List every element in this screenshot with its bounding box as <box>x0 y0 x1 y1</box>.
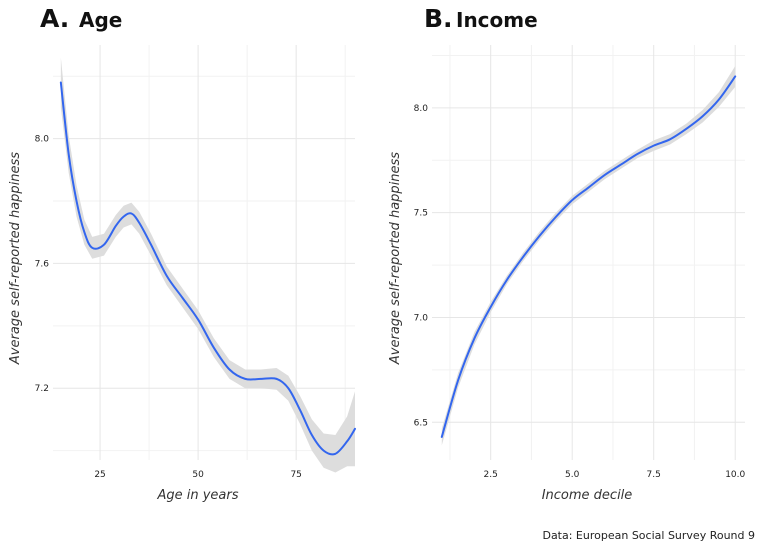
panel-a-x-axis-title: Age in years <box>156 488 238 503</box>
panel-b-tick-labels: 2.5 5.0 7.5 10.0 6.5 7.0 7.5 8.0 <box>414 104 746 480</box>
panel-a-y-tick-label: 8.0 <box>35 135 50 145</box>
panel-b-y-tick-label: 7.0 <box>414 313 429 323</box>
panel-a-smoothed-line <box>59 81 356 456</box>
panel-a-x-tick-label: 25 <box>94 470 105 480</box>
panel-a-x-tick-label: 50 <box>192 470 204 480</box>
panel-a-y-axis-title: Average self-reported happiness <box>8 152 23 365</box>
panel-b-y-tick-label: 6.5 <box>414 418 428 428</box>
data-source-caption: Data: European Social Survey Round 9 <box>542 529 755 542</box>
panel-b-income: B. Income 2.5 5.0 7.5 10.0 6.5 7.0 7.5 8.0 Inco… <box>388 4 746 503</box>
panel-a-y-tick-label: 7.2 <box>35 384 49 394</box>
panel-a-y-tick-label: 7.6 <box>35 259 50 269</box>
panel-a-x-tick-label: 75 <box>290 470 301 480</box>
panel-b-x-tick-label: 10.0 <box>725 470 745 480</box>
panel-b-x-axis-title: Income decile <box>542 488 633 503</box>
panel-b-grid <box>432 45 745 460</box>
panel-a-age: A. Age 25 50 75 7.2 7.6 8.0 Age in years Aver… <box>8 4 356 503</box>
panel-b-letter: B. <box>424 4 453 33</box>
panel-a-title: Age <box>79 8 122 32</box>
panel-b-y-tick-label: 8.0 <box>414 104 429 114</box>
panel-b-x-tick-label: 2.5 <box>484 470 498 480</box>
panel-b-title: Income <box>456 8 538 32</box>
panel-b-y-axis-title: Average self-reported happiness <box>388 152 403 365</box>
panel-a-tick-labels: 25 50 75 7.2 7.6 8.0 <box>35 135 302 480</box>
panel-b-x-tick-label: 7.5 <box>647 470 661 480</box>
panel-b-smoothed-line <box>440 75 737 438</box>
panel-b-y-tick-label: 7.5 <box>414 209 428 219</box>
panel-a-fitted-line <box>59 81 356 456</box>
panel-b-fitted-line <box>440 75 737 438</box>
panel-b-x-tick-label: 5.0 <box>565 470 580 480</box>
panel-a-letter: A. <box>40 4 69 33</box>
